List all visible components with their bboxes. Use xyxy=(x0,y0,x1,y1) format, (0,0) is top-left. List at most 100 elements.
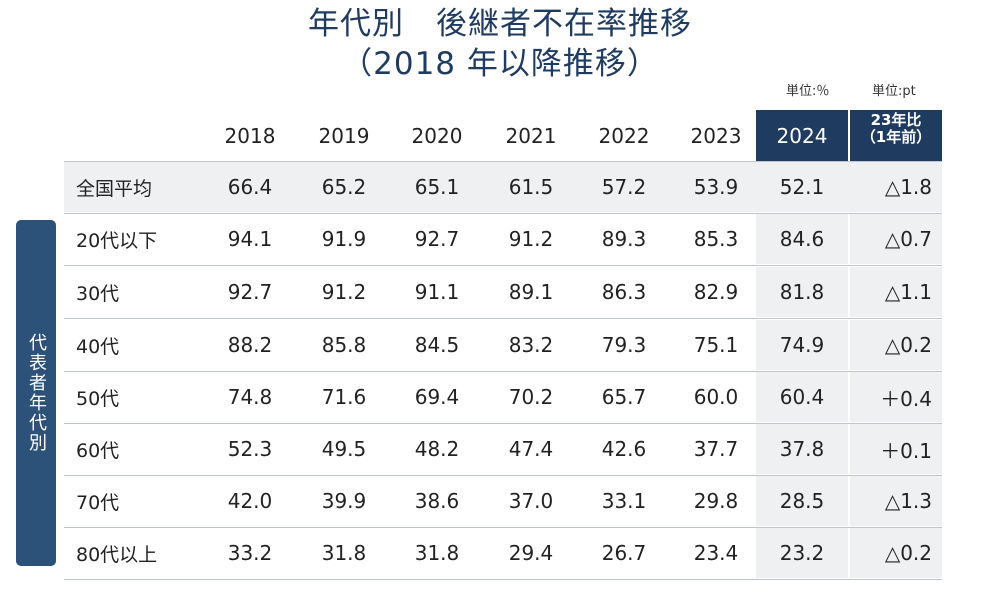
cell-value: 52.1 xyxy=(779,175,825,199)
row-divider xyxy=(64,423,942,424)
cell-value: 74.8 xyxy=(227,385,273,409)
cell-value: 26.7 xyxy=(601,541,647,565)
row-divider xyxy=(64,265,942,266)
cell-value: 85.8 xyxy=(321,333,367,357)
header-divider xyxy=(64,161,942,162)
cell-value: 37.0 xyxy=(508,489,554,513)
cell-value: 28.5 xyxy=(779,489,825,513)
cell-change: △0.2 xyxy=(884,541,932,565)
column-2024-cell-background xyxy=(756,372,848,422)
header-2024-background xyxy=(756,110,848,162)
cell-value: 82.9 xyxy=(693,280,739,304)
cell-value: 66.4 xyxy=(227,175,273,199)
cell-value: 81.8 xyxy=(779,280,825,304)
column-header-2018: 2018 xyxy=(224,124,276,148)
comparison-cell-background xyxy=(850,424,942,474)
cell-value: 60.0 xyxy=(693,385,739,409)
cell-value: 31.8 xyxy=(414,541,460,565)
column-header-2021: 2021 xyxy=(505,124,557,148)
cell-value: 57.2 xyxy=(601,175,647,199)
row-label: 40代 xyxy=(76,335,120,358)
header-comparison-background xyxy=(850,110,942,162)
column-header-2020: 2020 xyxy=(411,124,463,148)
cell-value: 39.9 xyxy=(321,489,367,513)
cell-value: 69.4 xyxy=(414,385,460,409)
table-row: 40代 88.2 85.8 84.5 83.2 79.3 75.1 74.9 △0.2 xyxy=(64,320,942,370)
unit-percent-label: 単位:％ xyxy=(786,84,830,99)
row-divider xyxy=(64,213,942,214)
column-2024-cell-background xyxy=(756,528,848,578)
row-label: 30代 xyxy=(76,282,120,305)
cell-value: 65.7 xyxy=(601,385,647,409)
cell-value: 49.5 xyxy=(321,437,367,461)
cell-value: 84.5 xyxy=(414,333,460,357)
cell-value: 23.4 xyxy=(693,541,739,565)
row-divider xyxy=(64,475,942,476)
row-label: 80代以上 xyxy=(76,543,158,566)
table-row: 50代 74.8 71.6 69.4 70.2 65.7 60.0 60.4 ＋0.4 xyxy=(64,372,942,422)
cell-value: 70.2 xyxy=(508,385,554,409)
column-header-2022: 2022 xyxy=(598,124,650,148)
cell-value: 71.6 xyxy=(321,385,367,409)
cell-value: 31.8 xyxy=(321,541,367,565)
cell-value: 38.6 xyxy=(414,489,460,513)
cell-value: 91.2 xyxy=(508,227,554,251)
comparison-cell-background xyxy=(850,267,942,317)
row-label: 全国平均 xyxy=(76,177,153,200)
comparison-header-line-1: 23年比 xyxy=(870,111,922,129)
cell-change: ＋0.4 xyxy=(880,386,932,411)
cell-value: 91.1 xyxy=(414,280,460,304)
cell-value: 23.2 xyxy=(779,541,825,565)
cell-value: 42.6 xyxy=(601,437,647,461)
column-2024-cell-background xyxy=(756,320,848,370)
cell-value: 65.1 xyxy=(414,175,460,199)
column-2024-cell-background xyxy=(756,424,848,474)
column-header-2024: 2024 xyxy=(776,124,828,148)
cell-value: 52.3 xyxy=(227,437,273,461)
comparison-cell-background xyxy=(850,476,942,526)
table-row: 80代以上 33.2 31.8 31.8 29.4 26.7 23.4 23.2 △0.2 xyxy=(64,528,942,578)
row-label: 50代 xyxy=(76,387,120,410)
table-row: 60代 52.3 49.5 48.2 47.4 42.6 37.7 37.8 ＋0.1 xyxy=(64,424,942,474)
cell-value: 74.9 xyxy=(779,333,825,357)
table-row: 全国平均 66.4 65.2 65.1 61.5 57.2 53.9 52.1 △1.8 xyxy=(64,162,942,212)
row-label: 20代以下 xyxy=(76,229,158,252)
comparison-cell-background xyxy=(850,372,942,422)
chart-title: 年代別 後継者不在率推移 xyxy=(308,6,692,42)
cell-value: 47.4 xyxy=(508,437,554,461)
cell-value: 89.1 xyxy=(508,280,554,304)
cell-value: 91.9 xyxy=(321,227,367,251)
cell-value: 86.3 xyxy=(601,280,647,304)
cell-value: 33.1 xyxy=(601,489,647,513)
column-header-2023: 2023 xyxy=(690,124,742,148)
column-header-2019: 2019 xyxy=(318,124,370,148)
cell-value: 75.1 xyxy=(693,333,739,357)
table-row: 20代以下 94.1 91.9 92.7 91.2 89.3 85.3 84.6 △0.7 xyxy=(64,214,942,264)
cell-value: 94.1 xyxy=(227,227,273,251)
unit-pt-label: 単位:pt xyxy=(872,84,916,99)
cell-value: 92.7 xyxy=(414,227,460,251)
cell-value: 37.7 xyxy=(693,437,739,461)
row-divider xyxy=(64,371,942,372)
cell-value: 79.3 xyxy=(601,333,647,357)
cell-value: 84.6 xyxy=(779,227,825,251)
cell-value: 60.4 xyxy=(779,385,825,409)
cell-value: 29.4 xyxy=(508,541,554,565)
column-2024-cell-background xyxy=(756,476,848,526)
cell-change: △1.3 xyxy=(884,489,932,513)
cell-value: 48.2 xyxy=(414,437,460,461)
cell-value: 91.2 xyxy=(321,280,367,304)
row-divider xyxy=(64,527,942,528)
cell-value: 92.7 xyxy=(227,280,273,304)
column-2024-cell-background xyxy=(756,267,848,317)
cell-value: 33.2 xyxy=(227,541,273,565)
cell-change: △0.2 xyxy=(884,333,932,357)
cell-value: 42.0 xyxy=(227,489,273,513)
cell-value: 89.3 xyxy=(601,227,647,251)
row-label: 60代 xyxy=(76,439,120,462)
cell-value: 88.2 xyxy=(227,333,273,357)
column-2024-cell-background xyxy=(756,214,848,264)
cell-change: △0.7 xyxy=(884,227,932,251)
representative-age-group-label: 代表者年代別 xyxy=(16,220,56,566)
row-label: 70代 xyxy=(76,491,120,514)
